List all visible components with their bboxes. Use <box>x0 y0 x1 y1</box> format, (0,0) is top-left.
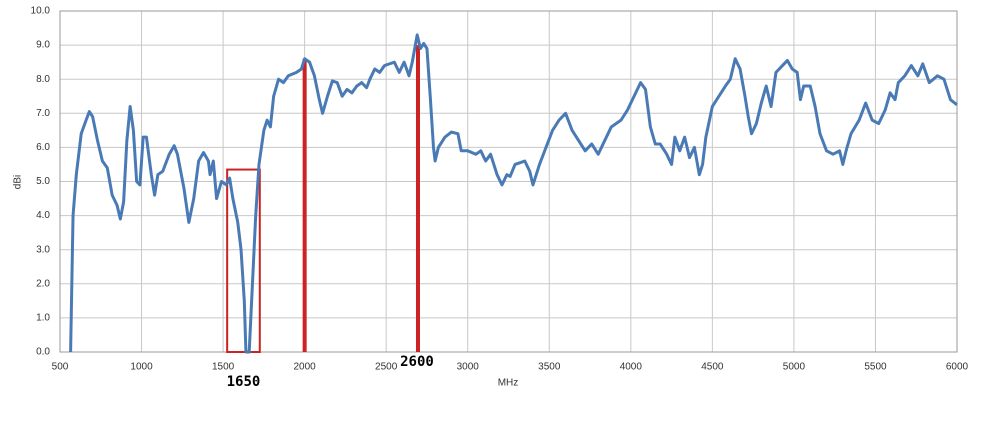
y-tick-label: 7.0 <box>36 108 50 119</box>
y-tick-label: 3.0 <box>36 244 50 255</box>
y-axis-label: dBi <box>13 175 24 189</box>
x-tick-label: 3500 <box>538 362 561 373</box>
x-tick-label: 3000 <box>457 362 480 373</box>
x-tick-label: 2500 <box>375 362 398 373</box>
y-tick-label: 0.0 <box>36 347 50 358</box>
x-tick-label: 1000 <box>130 362 153 373</box>
x-tick-label: 500 <box>52 362 69 373</box>
y-tick-label: 4.0 <box>36 210 50 221</box>
annotation: 2600 <box>400 354 434 370</box>
y-tick-label: 9.0 <box>36 40 50 51</box>
y-tick-label: 6.0 <box>36 142 50 153</box>
annotation: 1650 <box>227 374 261 390</box>
x-tick-label: 5000 <box>783 362 806 373</box>
x-tick-label: 4000 <box>620 362 643 373</box>
x-tick-label: 2000 <box>294 362 317 373</box>
y-tick-label: 1.0 <box>36 313 50 324</box>
x-tick-label: 1500 <box>212 362 235 373</box>
y-tick-label: 10.0 <box>31 6 51 17</box>
x-axis-label: MHz <box>498 378 519 389</box>
x-tick-label: 4500 <box>701 362 724 373</box>
x-tick-label: 6000 <box>946 362 969 373</box>
plot-border <box>59 10 958 353</box>
y-tick-label: 5.0 <box>36 176 50 187</box>
data-line <box>69 33 958 354</box>
y-tick-label: 8.0 <box>36 74 50 85</box>
x-tick-label: 5500 <box>864 362 887 373</box>
highlight-box <box>226 168 261 353</box>
y-tick-label: 2.0 <box>36 278 50 289</box>
